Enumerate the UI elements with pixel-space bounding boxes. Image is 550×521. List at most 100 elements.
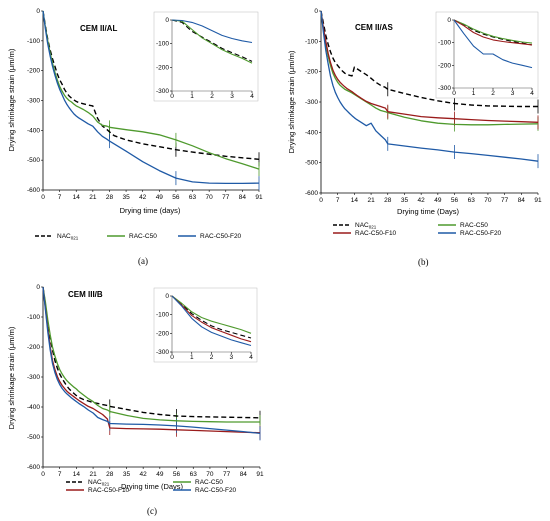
inset-series-line bbox=[171, 295, 252, 347]
main-x-tick-label: 14 bbox=[351, 197, 359, 204]
main-x-tick-label: 49 bbox=[434, 197, 442, 204]
main-x-tick-label: 42 bbox=[418, 197, 426, 204]
main-x-tick-label: 28 bbox=[384, 197, 392, 204]
main-x-tick-label: 28 bbox=[106, 471, 114, 478]
main-x-tick-label: 21 bbox=[89, 471, 97, 478]
inset-series-line bbox=[453, 19, 533, 46]
main-y-tick-label: -200 bbox=[27, 68, 40, 75]
inset-x-tick-label: 3 bbox=[511, 90, 515, 97]
main-y-tick-label: -100 bbox=[27, 314, 40, 321]
inset-x-tick-label: 2 bbox=[210, 93, 214, 100]
main-x-tick-label: 77 bbox=[501, 197, 509, 204]
legend-label: NAC021 bbox=[57, 233, 79, 241]
legend-label: NAC021 bbox=[88, 479, 110, 487]
inset-frame bbox=[153, 11, 259, 102]
main-x-tick-label: 42 bbox=[140, 471, 148, 478]
main-x-tick-label: 91 bbox=[534, 197, 542, 204]
panel-caption: (c) bbox=[147, 506, 157, 516]
main-y-tick-label: -400 bbox=[305, 129, 318, 136]
chart-panel-a: 0 7 14 21 28 35 42 49 56 63 70 77 84 910-100-200-300-… bbox=[7, 8, 263, 266]
inset-y-tick-label: -200 bbox=[438, 62, 451, 69]
main-x-tick-label: 84 bbox=[518, 197, 526, 204]
panel-title: CEM III/B bbox=[68, 290, 103, 299]
main-x-tick-label: 56 bbox=[451, 197, 459, 204]
inset-frame bbox=[153, 287, 258, 363]
inset-y-tick-label: -300 bbox=[438, 85, 451, 92]
main-y-tick-label: -600 bbox=[27, 464, 40, 471]
inset-y-tick-label: 0 bbox=[165, 17, 169, 24]
main-x-tick-label: 42 bbox=[139, 194, 147, 201]
main-x-tick-label: 77 bbox=[222, 194, 230, 201]
y-axis-label: Drying shrinkage strain (μm/m) bbox=[287, 50, 296, 153]
x-axis-label: Drying time (days) bbox=[120, 206, 181, 215]
main-x-tick-label: 0 bbox=[319, 197, 323, 204]
inset-series-line bbox=[171, 295, 252, 339]
main-y-tick-label: -300 bbox=[305, 99, 318, 106]
inset-x-tick-label: 1 bbox=[472, 90, 476, 97]
main-y-tick-label: -100 bbox=[305, 38, 318, 45]
inset-y-tick-label: -100 bbox=[156, 312, 169, 319]
series-line-nac bbox=[320, 10, 538, 108]
inset-series-line bbox=[171, 19, 253, 64]
main-y-tick-label: -500 bbox=[305, 160, 318, 167]
main-x-tick-label: 35 bbox=[122, 194, 130, 201]
main-x-tick-label: 49 bbox=[156, 194, 164, 201]
series-line-rac-c50-f10 bbox=[42, 286, 261, 434]
main-x-tick-label: 7 bbox=[58, 194, 62, 201]
main-y-tick-label: -500 bbox=[27, 434, 40, 441]
legend-label: RAC-C50-F10 bbox=[355, 230, 397, 237]
series-line-rac-c50 bbox=[42, 286, 260, 423]
main-y-tick-label: -100 bbox=[27, 38, 40, 45]
main-x-tick-label: 70 bbox=[206, 471, 214, 478]
main-x-tick-label: 7 bbox=[58, 471, 62, 478]
main-x-tick-label: 84 bbox=[239, 194, 247, 201]
inset-x-tick-label: 4 bbox=[530, 90, 534, 97]
inset-y-tick-label: 0 bbox=[447, 17, 451, 24]
legend-label: NAC021 bbox=[355, 222, 377, 230]
main-x-tick-label: 21 bbox=[367, 197, 375, 204]
inset-y-tick-label: -200 bbox=[156, 64, 169, 71]
main-x-tick-label: 56 bbox=[172, 194, 180, 201]
legend-label-subscript: 021 bbox=[369, 225, 377, 230]
series-line-rac-c50-f20 bbox=[42, 286, 261, 435]
legend-label: RAC-C50 bbox=[460, 222, 488, 229]
main-x-tick-label: 91 bbox=[256, 471, 264, 478]
legend-label: RAC-C50-F10 bbox=[88, 487, 130, 494]
inset-x-tick-label: 3 bbox=[229, 354, 233, 361]
main-y-tick-label: -600 bbox=[305, 190, 318, 197]
x-axis-label: Drying time (Days) bbox=[397, 207, 460, 216]
main-y-tick-label: -400 bbox=[27, 127, 40, 134]
panel-caption: (a) bbox=[138, 256, 148, 266]
main-x-tick-label: 63 bbox=[468, 197, 476, 204]
main-x-tick-label: 63 bbox=[190, 471, 198, 478]
main-y-tick-label: -400 bbox=[27, 404, 40, 411]
main-x-tick-label: 7 bbox=[336, 197, 340, 204]
legend-label: RAC-C50-F20 bbox=[200, 233, 242, 240]
panel-title: CEM II/AS bbox=[355, 23, 393, 32]
inset-x-tick-label: 4 bbox=[250, 93, 254, 100]
inset-series-line bbox=[453, 19, 533, 46]
main-x-tick-label: 70 bbox=[484, 197, 492, 204]
legend-label-subscript: 021 bbox=[102, 482, 110, 487]
inset-y-tick-label: -300 bbox=[156, 349, 169, 356]
y-axis-label: Drying shrinkage strain (μm/m) bbox=[7, 326, 16, 429]
inset-y-tick-label: -100 bbox=[438, 40, 451, 47]
inset-x-tick-label: 1 bbox=[190, 354, 194, 361]
inset-x-tick-label: 2 bbox=[491, 90, 495, 97]
inset-series-line bbox=[453, 19, 533, 69]
inset-x-tick-label: 3 bbox=[230, 93, 234, 100]
main-x-tick-label: 28 bbox=[106, 194, 114, 201]
x-axis-label: Drying time (Days) bbox=[121, 482, 184, 491]
main-x-tick-label: 70 bbox=[206, 194, 214, 201]
main-x-tick-label: 84 bbox=[240, 471, 248, 478]
main-y-tick-label: 0 bbox=[314, 8, 318, 15]
inset-frame bbox=[435, 11, 539, 99]
main-x-tick-label: 49 bbox=[156, 471, 164, 478]
main-x-tick-label: 0 bbox=[41, 471, 45, 478]
inset-y-tick-label: -100 bbox=[156, 41, 169, 48]
inset-series-line bbox=[453, 19, 533, 44]
main-y-tick-label: -600 bbox=[27, 187, 40, 194]
series-line-rac-c50-f20 bbox=[42, 10, 260, 185]
inset-series-line bbox=[171, 19, 253, 62]
